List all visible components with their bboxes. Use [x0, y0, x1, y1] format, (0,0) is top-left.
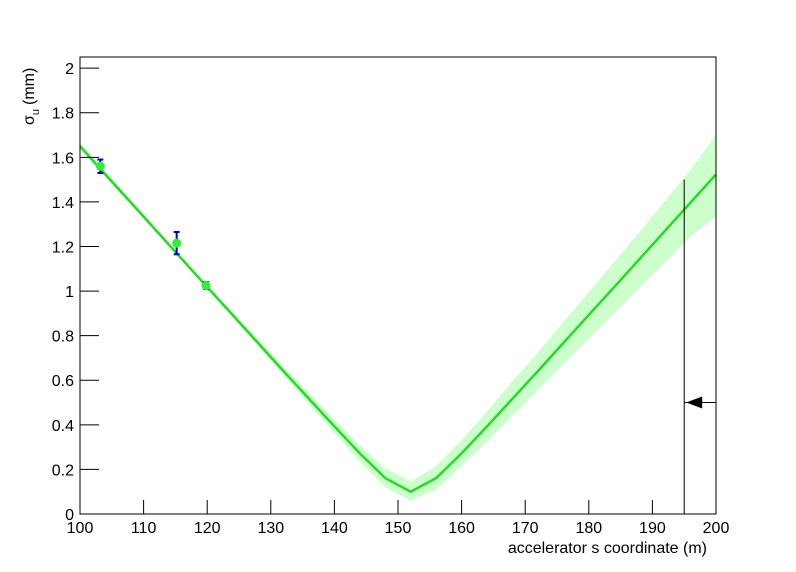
y-axis-label: σu (mm) [21, 68, 42, 125]
x-tick-label: 160 [448, 520, 475, 537]
x-tick-label: 190 [639, 520, 666, 537]
x-tick-label: 100 [67, 520, 94, 537]
y-tick-label: 0 [65, 507, 74, 524]
x-tick-label: 150 [385, 520, 412, 537]
x-tick-label: 140 [321, 520, 348, 537]
marker-arrowhead [686, 396, 703, 409]
x-tick-label: 130 [257, 520, 284, 537]
y-tick-label: 0.4 [52, 418, 74, 435]
data-point [201, 281, 211, 290]
y-tick-label: 0.8 [52, 329, 74, 346]
x-tick-label: 180 [575, 520, 602, 537]
y-tick-label: 0.6 [52, 373, 74, 390]
y-tick-label: 1.4 [52, 195, 74, 212]
x-axis-label: accelerator s coordinate (m) [508, 540, 707, 557]
y-tick-label: 1.6 [52, 150, 74, 167]
y-tick-label: 0.2 [52, 462, 74, 479]
y-label-symbol: σ [21, 115, 38, 125]
x-tick-label: 120 [194, 520, 221, 537]
x-tick-label: 110 [131, 520, 157, 537]
confidence-band [80, 135, 716, 501]
y-tick-label: 1.2 [52, 239, 74, 256]
y-label-sub: u [30, 109, 42, 115]
fit-line [79, 145, 717, 494]
y-label-unit: (mm) [21, 68, 38, 105]
y-tick-label: 1.8 [52, 106, 74, 123]
y-tick-label: 1 [65, 284, 74, 301]
data-point [95, 161, 105, 171]
x-tick-label: 170 [512, 520, 539, 537]
y-tick-label: 2 [65, 61, 74, 78]
x-tick-label: 200 [703, 520, 730, 537]
data-point [172, 238, 182, 248]
